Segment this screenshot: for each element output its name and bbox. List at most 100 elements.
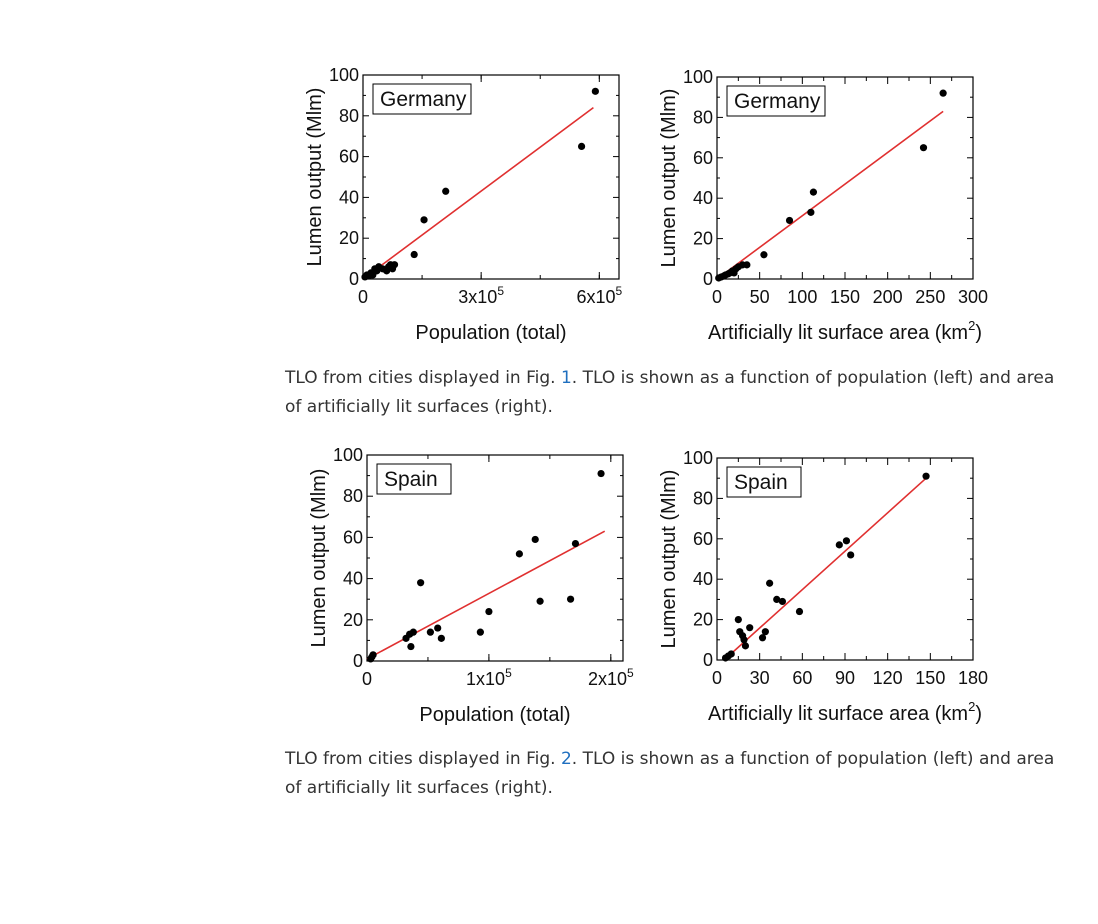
x-tick-label: 200	[873, 287, 903, 307]
y-tick-label: 40	[343, 569, 363, 589]
y-tick-label: 80	[343, 486, 363, 506]
y-tick-label: 100	[329, 65, 359, 85]
x-tick-label: 150	[830, 287, 860, 307]
data-point	[766, 579, 774, 587]
legend-box	[726, 85, 826, 117]
legend-label: Spain	[734, 471, 788, 494]
y-tick-label: 60	[339, 147, 359, 167]
y-tick-label: 80	[693, 107, 713, 127]
x-tick-label: 0	[712, 668, 722, 688]
data-point	[773, 595, 781, 603]
data-point	[847, 551, 855, 559]
y-tick-label: 20	[339, 228, 359, 248]
data-point	[515, 550, 523, 558]
y-tick-label: 20	[693, 610, 713, 630]
figure-1-caption: TLO from cities displayed in Fig. 1. TLO…	[285, 364, 1065, 422]
data-point	[369, 651, 377, 659]
data-point	[795, 607, 804, 616]
y-axis-title: Lumen output (Mlm)	[308, 469, 330, 648]
data-point	[778, 597, 787, 606]
chart-spain-population: 0 20 40 60 80 100 1x105 2x105 0 Population (total…	[308, 445, 634, 726]
x-tick-exponent: 5	[505, 666, 512, 680]
x-axis-title: Population (total)	[415, 322, 566, 344]
data-point	[531, 535, 539, 544]
data-point	[426, 628, 434, 636]
y-axis-title: Lumen output (Mlm)	[304, 88, 326, 267]
y-axis-title: Lumen output (Mlm)	[658, 89, 680, 268]
data-point	[734, 616, 742, 624]
figure-1-link[interactable]: 1	[560, 368, 572, 388]
x-axis-title-superscript: 2	[968, 318, 975, 333]
y-tick-label: 0	[703, 650, 713, 670]
legend-box	[726, 466, 802, 498]
x-tick-exponent: 5	[615, 284, 622, 298]
data-point	[743, 261, 751, 269]
legend-label: Germany	[380, 88, 467, 111]
x-tick-label: 120	[873, 668, 903, 688]
x-tick-label: 0	[358, 287, 368, 307]
data-point	[939, 89, 947, 97]
x-tick-label: 100	[787, 287, 817, 307]
y-tick-label: 100	[683, 67, 713, 87]
data-point	[842, 537, 851, 545]
y-tick-label: 60	[693, 148, 713, 168]
data-point	[835, 541, 843, 549]
y-tick-label: 0	[349, 269, 359, 289]
x-tick-exponent: 5	[627, 666, 634, 680]
legend-box	[376, 463, 452, 495]
x-axis-title: Population (total)	[419, 704, 570, 726]
figure-2-link[interactable]: 2	[560, 749, 572, 769]
x-tick-label: 3x105	[458, 284, 504, 307]
y-tick-label: 40	[339, 187, 359, 207]
caption-text-after: . TLO is shown as a function of populati…	[285, 749, 1055, 798]
data-point	[536, 597, 544, 605]
data-point	[577, 142, 586, 150]
data-point	[571, 539, 580, 548]
y-axis-title: Lumen output (Mlm)	[658, 470, 680, 649]
data-point	[417, 579, 425, 587]
data-point	[485, 607, 493, 616]
x-axis-title-end: )	[975, 322, 982, 344]
x-tick-label: 60	[792, 668, 812, 688]
x-axis-title-end: )	[975, 703, 982, 725]
data-point	[746, 624, 754, 632]
figure-2-caption: TLO from cities displayed in Fig. 2. TLO…	[285, 745, 1065, 803]
x-tick-label: 0	[712, 287, 722, 307]
data-point	[741, 642, 750, 650]
x-tick-label: 6x105	[576, 284, 622, 307]
data-point	[809, 188, 818, 196]
y-tick-label: 40	[693, 188, 713, 208]
x-tick-label: 250	[915, 287, 945, 307]
legend-box	[372, 83, 472, 115]
fit-line	[362, 106, 594, 280]
legend-label: Spain	[384, 468, 438, 491]
data-point	[591, 87, 599, 95]
chart-germany-population: 0 20 40 60 80 100 3x105 6x105 0 Population (total…	[304, 65, 622, 344]
x-tick-label: 50	[750, 287, 770, 307]
y-tick-label: 20	[343, 610, 363, 630]
y-tick-label: 0	[703, 269, 713, 289]
y-tick-label: 20	[693, 229, 713, 249]
data-point	[758, 634, 767, 642]
data-point	[785, 216, 794, 225]
data-point	[390, 261, 399, 269]
data-point	[807, 208, 815, 216]
data-point	[442, 187, 450, 195]
y-tick-label: 0	[353, 651, 363, 671]
y-tick-label: 60	[693, 529, 713, 549]
y-tick-label: 40	[693, 569, 713, 589]
fit-line	[366, 530, 606, 660]
fit-line	[716, 110, 944, 280]
data-point	[922, 472, 930, 480]
data-point	[761, 628, 769, 636]
x-tick-label: 300	[958, 287, 988, 307]
x-axis-title: Artificially lit surface area (km2)	[708, 318, 982, 344]
x-tick-label: 150	[915, 668, 945, 688]
data-point	[437, 634, 445, 642]
y-tick-label: 60	[343, 527, 363, 547]
fit-line	[723, 477, 927, 661]
data-point	[407, 642, 415, 651]
y-tick-label: 100	[683, 448, 713, 468]
x-tick-label: 1x105	[466, 666, 512, 689]
